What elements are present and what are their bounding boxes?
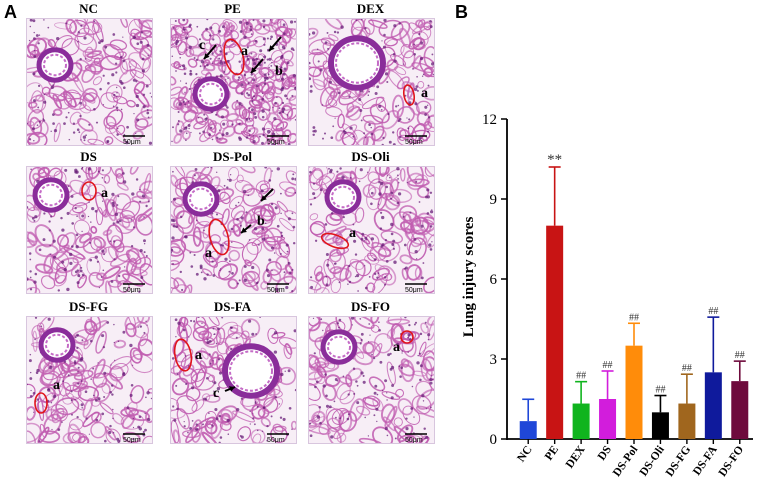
histology-image-pe: a b c 50μm [170, 18, 297, 146]
bar-dex [572, 403, 590, 439]
x-tick-label: DS [596, 444, 614, 463]
lung-tissue-image: a 50μm [27, 317, 152, 443]
x-tick-label: NC [515, 444, 534, 465]
lesion-label: a [53, 378, 60, 393]
x-tick-label: DS-Pol [611, 444, 641, 479]
lung-tissue-image: a b c 50μm [171, 19, 296, 145]
x-tick-label: DS-FG [664, 444, 694, 479]
significance-mark: ## [603, 360, 613, 371]
lesion-label: a [241, 44, 248, 59]
lung-tissue-image: a 50μm [309, 317, 434, 443]
scale-bar-label: 50μm [405, 287, 423, 293]
significance-mark: ## [682, 363, 692, 374]
lesion-label: a [195, 348, 202, 363]
scale-bar-label: 50μm [405, 139, 423, 145]
bar-ds-fa [704, 372, 722, 439]
arrow-icon [250, 58, 264, 74]
y-tick-label: 0 [490, 432, 498, 448]
bar-ds-fg [678, 403, 696, 439]
bar-ds [599, 399, 617, 439]
lesion-ring [320, 232, 350, 250]
bar-ds-pol [625, 345, 643, 439]
significance-mark: ## [655, 385, 665, 396]
y-tick-label: 3 [490, 352, 498, 368]
lung-tissue-image: a b 50μm [171, 167, 296, 293]
tile-title: NC [79, 1, 98, 16]
histology-image-dex: a 50μm [308, 18, 435, 146]
scale-bar-label: 50μm [123, 437, 141, 443]
lesion-ring [402, 84, 416, 106]
significance-mark: ** [547, 152, 562, 168]
x-tick-label: PE [543, 444, 561, 463]
lesion-label: a [349, 226, 356, 241]
histology-image-ds-fg: a 50μm [26, 316, 153, 444]
scale-bar-label: 50μm [267, 437, 285, 443]
bar-ds-oli [651, 412, 669, 439]
lesion-ring [34, 392, 48, 414]
panel-letter-b: B [455, 2, 468, 22]
bar-pe [546, 225, 564, 439]
y-tick-label: 9 [490, 192, 498, 208]
y-tick-label: 6 [490, 272, 498, 288]
tile-title: DS-Pol [213, 149, 252, 164]
scale-bar-label: 50μm [267, 287, 285, 293]
histology-image-ds-oli: a 50μm [308, 166, 435, 294]
arrow-icon [203, 44, 217, 60]
scale-bar-label: 50μm [123, 287, 141, 293]
arrow-icon [224, 386, 236, 392]
significance-mark: ## [708, 306, 718, 317]
histology-image-ds: a 50μm [26, 166, 153, 294]
tile-title: DS [80, 149, 97, 164]
lesion-ring [223, 38, 245, 76]
lung-tissue-image: a 50μm [309, 19, 434, 145]
tile-title: DS-FA [213, 299, 252, 314]
lung-tissue-image: a 50μm [309, 167, 434, 293]
lesion-label: c [199, 38, 205, 53]
arrow-icon [240, 224, 252, 234]
histology-image-ds-pol: a b 50μm [170, 166, 297, 294]
lesion-label: a [421, 86, 428, 101]
tile-title: DS-FG [69, 299, 108, 314]
lesion-label: a [205, 246, 212, 261]
tile-title: DS-Oli [351, 149, 390, 164]
tile-title: PE [224, 1, 241, 16]
tile-title: DS-FO [351, 299, 390, 314]
bar-ds-fo [731, 381, 749, 439]
lung-tissue-image: 50μm [27, 19, 152, 145]
x-tick-label: DS-Oli [638, 443, 668, 478]
lung-tissue-image: a c 50μm [171, 317, 296, 443]
lesion-label: b [257, 214, 265, 229]
lung-injury-bar-chart: Lung injury scores 0 3 6 9 12 NC ** PE ## DEX ## DS… [461, 112, 753, 479]
lesion-label: c [213, 386, 219, 401]
lung-tissue-image: a 50μm [27, 167, 152, 293]
lesion-label: b [275, 64, 283, 79]
lesion-ring [400, 330, 414, 344]
lesion-ring [208, 218, 230, 256]
scale-bar-label: 50μm [123, 139, 141, 145]
significance-mark: ## [629, 312, 639, 323]
lesion-label: a [101, 186, 108, 201]
histology-image-ds-fa: a c 50μm [170, 316, 297, 444]
scale-bar-label: 50μm [267, 139, 285, 145]
panel-letter-a: A [4, 2, 17, 22]
y-axis-label: Lung injury scores [461, 217, 477, 338]
arrow-icon [268, 36, 282, 52]
lesion-ring [173, 338, 193, 372]
bar-nc [519, 421, 537, 439]
lesion-ring [81, 181, 97, 201]
arrow-icon [260, 188, 274, 202]
lesion-label: a [393, 340, 400, 355]
significance-mark: ## [735, 350, 745, 361]
histology-image-ds-fo: a 50μm [308, 316, 435, 444]
tile-title: DEX [356, 1, 385, 16]
histology-image-nc: 50μm [26, 18, 153, 146]
significance-mark: ## [576, 371, 586, 382]
y-tick-label: 12 [482, 112, 497, 128]
x-tick-label: DEX [564, 443, 588, 470]
scale-bar-label: 50μm [405, 437, 423, 443]
x-tick-label: DS-FO [717, 444, 747, 479]
